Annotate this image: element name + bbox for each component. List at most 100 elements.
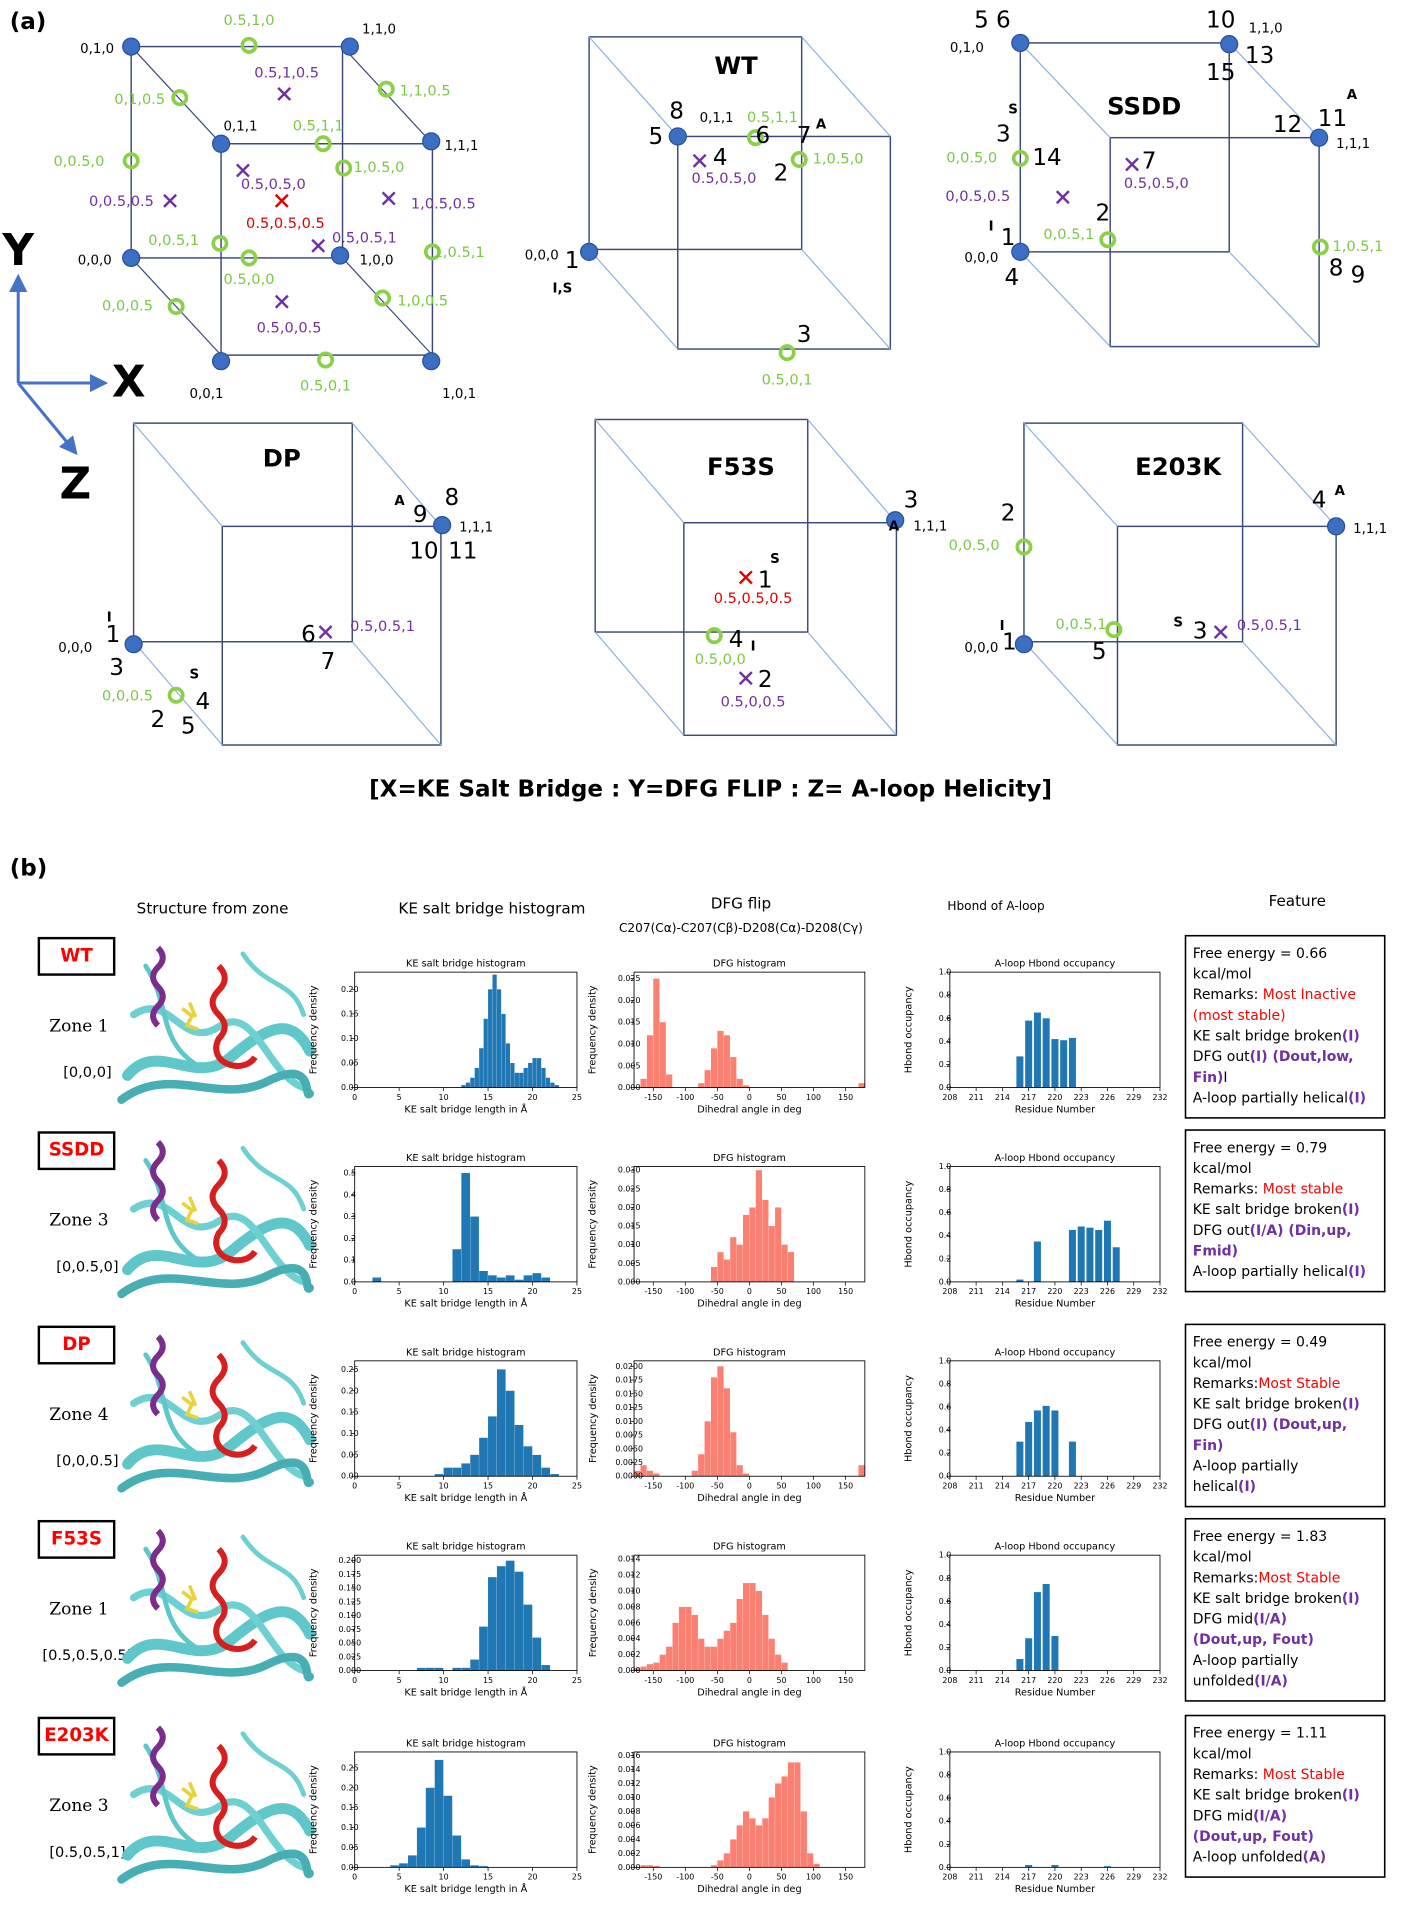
- cube-label: 4: [196, 689, 211, 715]
- x-tick-label: 5: [397, 1873, 402, 1882]
- state-cross: [381, 191, 396, 206]
- y-tick-label: 0.004: [618, 1835, 641, 1844]
- zone-coordinate: [0,0,0.5]: [56, 1453, 118, 1470]
- feature-text: (I): [1342, 1788, 1360, 1804]
- row: F53S Zone 1 [0.5,0.5,0.5] Free energy = 1.8…: [37, 1517, 1386, 1702]
- cube-edge: [1019, 251, 1111, 348]
- y-tick-label: 0.075: [339, 1625, 362, 1634]
- a-loop: [209, 1743, 258, 1849]
- feature-text: Most Stable: [1258, 1570, 1340, 1586]
- histogram-bar: [768, 1226, 775, 1282]
- mutant-name: SSDD: [49, 1140, 105, 1161]
- feature-line: unfolded(I/A): [1193, 1674, 1288, 1690]
- cube-label: 9: [413, 502, 428, 528]
- y-tick-label: 0.6: [939, 1597, 952, 1606]
- cube-edge: [133, 422, 223, 527]
- histogram-bar: [514, 1279, 524, 1282]
- protein-strand: [122, 1411, 316, 1470]
- histogram-bar: [545, 1077, 551, 1088]
- x-tick-label: 50: [776, 1093, 786, 1102]
- y-axis-label: Frequency density: [308, 1765, 319, 1854]
- chart-title: DFG histogram: [713, 1738, 786, 1749]
- y-tick-label: 0.125: [339, 1597, 362, 1606]
- y-tick-label: 0.0: [939, 1277, 952, 1286]
- protein-strand: [117, 1264, 314, 1299]
- x-tick-label: 10: [439, 1093, 449, 1102]
- histogram-bar: [787, 1762, 795, 1868]
- bar: [1095, 1229, 1103, 1282]
- x-tick-label: 223: [1074, 1873, 1089, 1882]
- y-tick-label: 0.8: [939, 1574, 952, 1583]
- feature-text: I: [1223, 1070, 1227, 1086]
- cube-label: 2: [774, 161, 789, 187]
- histogram-bar: [704, 1070, 711, 1088]
- feature-line: KE salt bridge broken(I): [1193, 1202, 1360, 1218]
- zone-label: Zone 4: [49, 1405, 108, 1425]
- cube-label: 15: [1206, 60, 1235, 86]
- histogram-bar: [775, 1207, 782, 1282]
- alpha-helix: [150, 1140, 166, 1223]
- feature-text: (A): [1303, 1850, 1327, 1866]
- histogram-bar: [479, 1270, 488, 1282]
- y-tick-label: 0.012: [618, 1779, 641, 1788]
- histogram-bar: [646, 1865, 654, 1868]
- feature-text: (I) (Dout,low,: [1250, 1049, 1354, 1065]
- histogram-bar: [749, 1583, 756, 1671]
- x-axis-label: Residue Number: [1015, 1687, 1095, 1698]
- histogram-bar: [743, 1085, 750, 1088]
- cube: 0,1,0 1,1,0 0,1,1 1,1,1 0,0,0 1,0,0 0,0,1 1,0,1…: [53, 12, 484, 402]
- x-tick-label: 223: [1074, 1093, 1089, 1102]
- histogram-bar: [496, 1369, 506, 1477]
- feature-line: kcal/mol: [1193, 1161, 1252, 1177]
- y-tick-label: 0.008: [618, 1807, 641, 1816]
- histogram-bar: [550, 1474, 559, 1477]
- histogram-bar: [691, 1614, 698, 1671]
- bar: [1016, 1056, 1024, 1088]
- y-axis-label: Frequency density: [308, 985, 319, 1074]
- x-tick-label: 232: [1152, 1481, 1167, 1490]
- cube-label: 0,0,0.5: [102, 298, 153, 315]
- axis-arrows: [9, 273, 109, 456]
- x-tick-label: 50: [776, 1481, 786, 1490]
- cube-label: 0.5,0,0: [224, 271, 275, 288]
- cube-label: 10: [409, 538, 438, 564]
- x-tick-label: 15: [483, 1287, 493, 1296]
- x-tick-label: 25: [572, 1676, 582, 1685]
- histogram-bar: [858, 1465, 865, 1477]
- y-tick-label: 0.8: [939, 1185, 952, 1194]
- histogram-bar: [640, 1865, 647, 1868]
- feature-text: Remarks:: [1193, 987, 1263, 1003]
- histogram-bar: [479, 1626, 488, 1671]
- y-tick-label: 0.2: [939, 1643, 952, 1652]
- state-cross: [274, 193, 289, 208]
- cube-label: 0.5,0,1: [300, 378, 351, 395]
- histogram-bar: [749, 1818, 756, 1868]
- histogram-bar: [465, 1082, 471, 1088]
- y-tick-label: 0.0000: [615, 1472, 643, 1481]
- y-tick-label: 0.015: [618, 1222, 641, 1231]
- x-axis-label: Residue Number: [1015, 1493, 1095, 1504]
- state-dot: [1011, 33, 1030, 53]
- x-tick-label: 214: [995, 1287, 1010, 1296]
- histogram-bar: [425, 1787, 435, 1868]
- ligand: [181, 1390, 199, 1420]
- x-tick-label: -100: [676, 1093, 694, 1102]
- x-tick-label: 208: [942, 1676, 957, 1685]
- y-tick-label: 0.025: [339, 1652, 362, 1661]
- cube-label: 6: [755, 123, 770, 149]
- y-tick-label: 0.200: [339, 1556, 362, 1565]
- feature-line: Remarks: Most Stable: [1193, 1767, 1345, 1783]
- feature-box: [1184, 1517, 1386, 1702]
- bar: [1025, 1865, 1033, 1868]
- y-tick-label: 0.100: [339, 1611, 362, 1620]
- zone-coordinate: [0,0.5,0]: [56, 1258, 118, 1275]
- x-tick-label: -50: [711, 1873, 724, 1882]
- histogram-bar: [416, 1667, 426, 1671]
- mutant-name: WT: [60, 945, 93, 966]
- state-ring: [705, 627, 723, 645]
- histogram-bar: [743, 1214, 750, 1282]
- feature-line: Fin): [1193, 1438, 1224, 1454]
- feature-text: A-loop partially: [1193, 1459, 1299, 1475]
- cube-label: 0.5,0.5,0.5: [714, 590, 793, 607]
- x-tick-label: 20: [527, 1873, 537, 1882]
